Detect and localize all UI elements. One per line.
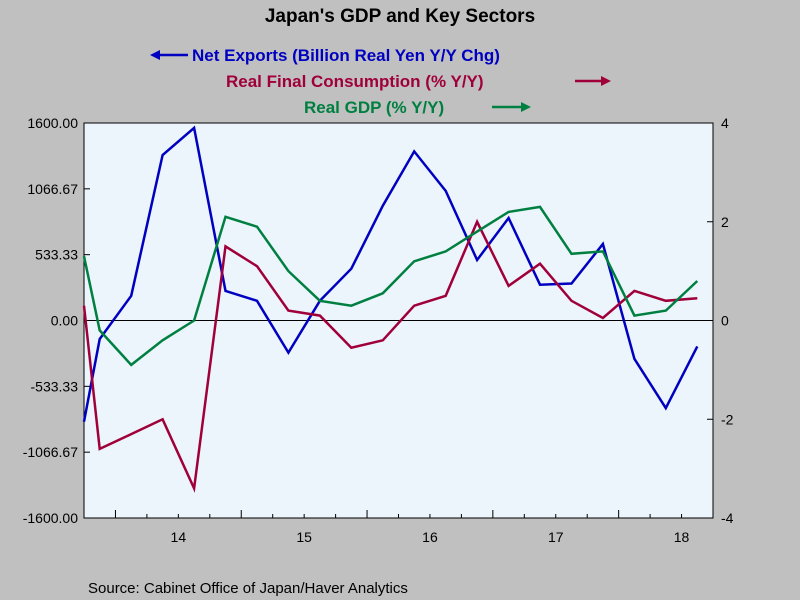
legend-label-real-gdp: Real GDP (% Y/Y) bbox=[304, 98, 444, 117]
right-axis: 4 2 0 -2 -4 bbox=[707, 115, 734, 526]
left-tick-label: 533.33 bbox=[35, 247, 78, 263]
legend-item-real-final-consumption: Real Final Consumption (% Y/Y) bbox=[226, 72, 611, 91]
x-tick-label: 15 bbox=[296, 529, 312, 545]
legend-label-net-exports: Net Exports (Billion Real Yen Y/Y Chg) bbox=[192, 46, 500, 65]
series-group bbox=[82, 125, 699, 493]
series-line-real-gdp-y-y bbox=[82, 205, 699, 367]
left-tick-label: -1066.67 bbox=[23, 444, 78, 460]
legend-arrowhead-real-gdp bbox=[521, 102, 531, 112]
x-tick-label: 18 bbox=[674, 529, 690, 545]
left-tick-label: -533.33 bbox=[31, 378, 79, 394]
right-tick-label: -4 bbox=[721, 510, 734, 526]
legend: Net Exports (Billion Real Yen Y/Y Chg) R… bbox=[150, 46, 611, 117]
legend-arrowhead-real-final-consumption bbox=[601, 76, 611, 86]
legend-label-real-final-consumption: Real Final Consumption (% Y/Y) bbox=[226, 72, 484, 91]
x-tick-label: 16 bbox=[422, 529, 438, 545]
x-tick-label: 17 bbox=[548, 529, 564, 545]
left-tick-label: 1600.00 bbox=[27, 115, 78, 131]
legend-item-real-gdp: Real GDP (% Y/Y) bbox=[304, 98, 531, 117]
left-tick-label: 1066.67 bbox=[27, 181, 78, 197]
x-tick-label: 14 bbox=[171, 529, 187, 545]
left-tick-label: -1600.00 bbox=[23, 510, 78, 526]
x-axis: 14 15 16 17 18 bbox=[83, 510, 714, 545]
legend-item-net-exports: Net Exports (Billion Real Yen Y/Y Chg) bbox=[150, 46, 500, 65]
chart-title: Japan's GDP and Key Sectors bbox=[265, 6, 535, 27]
right-tick-label: 0 bbox=[721, 313, 729, 329]
series-line-net-exports-billion-real-yen-y-y-chg bbox=[82, 125, 699, 422]
chart-source: Source: Cabinet Office of Japan/Haver An… bbox=[88, 580, 408, 597]
left-axis: 1600.00 1066.67 533.33 0.00 -533.33 -1066.67 -… bbox=[23, 115, 90, 526]
legend-arrowhead-net-exports bbox=[150, 50, 160, 60]
right-tick-label: -2 bbox=[721, 411, 734, 427]
left-tick-label: 0.00 bbox=[51, 313, 78, 329]
right-tick-label: 2 bbox=[721, 214, 729, 230]
series-line-real-final-consumption-y-y bbox=[82, 218, 698, 493]
right-tick-label: 4 bbox=[721, 115, 729, 131]
